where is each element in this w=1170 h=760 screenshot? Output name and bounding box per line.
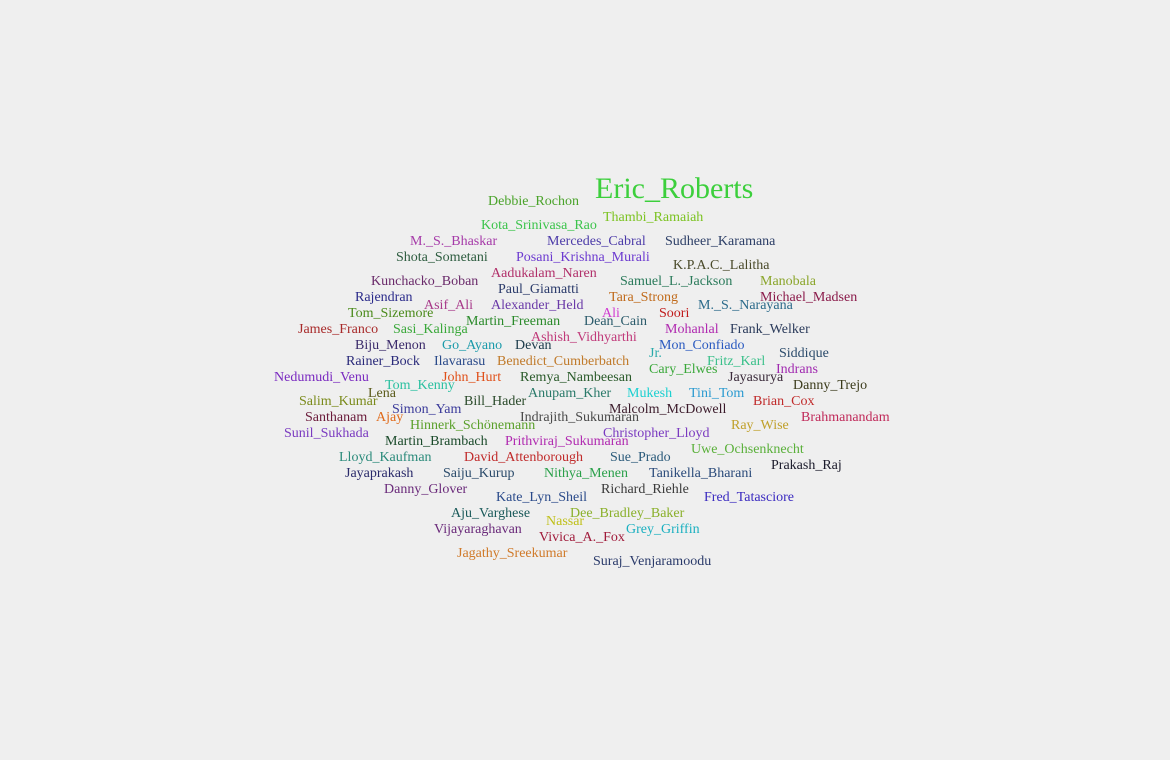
word-tom-kenny: Tom_Kenny bbox=[385, 377, 455, 393]
word-aadukalam-naren: Aadukalam_Naren bbox=[491, 265, 597, 281]
word-dee-bradley-baker: Dee_Bradley_Baker bbox=[570, 505, 685, 521]
word-mohanlal: Mohanlal bbox=[665, 321, 719, 337]
word-salim-kumar: Salim_Kumar bbox=[299, 393, 378, 409]
word-debbie-rochon: Debbie_Rochon bbox=[488, 193, 579, 209]
word-jagathy-sreekumar: Jagathy_Sreekumar bbox=[457, 545, 568, 561]
word-jayaprakash: Jayaprakash bbox=[345, 465, 414, 481]
word-ajay: Ajay bbox=[376, 409, 404, 425]
word-indrajith-sukumaran: Indrajith_Sukumaran bbox=[520, 409, 639, 425]
word-samuel-l-jackson: Samuel_L._Jackson bbox=[620, 273, 733, 289]
word-indrans: Indrans bbox=[776, 361, 818, 377]
word-cary-elwes: Cary_Elwes bbox=[649, 361, 718, 377]
word-sue-prado: Sue_Prado bbox=[610, 449, 671, 465]
word-aju-varghese: Aju_Varghese bbox=[451, 505, 531, 521]
word-jayasurya: Jayasurya bbox=[728, 369, 784, 385]
word-kate-lyn-sheil: Kate_Lyn_Sheil bbox=[496, 489, 587, 505]
word-michael-madsen: Michael_Madsen bbox=[760, 289, 858, 305]
word-go-ayano: Go_Ayano bbox=[442, 337, 503, 353]
word-ashish-vidhyarthi: Ashish_Vidhyarthi bbox=[531, 329, 637, 345]
word-hinnerk-sch-nemann: Hinnerk_Schönemann bbox=[410, 417, 536, 433]
word-tanikella-bharani: Tanikella_Bharani bbox=[649, 465, 753, 481]
word-k-p-a-c-lalitha: K.P.A.C._Lalitha bbox=[673, 257, 770, 273]
word-eric-roberts: Eric_Roberts bbox=[595, 172, 754, 205]
word-soori: Soori bbox=[659, 305, 690, 321]
word-siddique: Siddique bbox=[779, 345, 829, 361]
word-manobala: Manobala bbox=[760, 273, 816, 289]
word-remya-nambeesan: Remya_Nambeesan bbox=[520, 369, 632, 385]
word-nedumudi-venu: Nedumudi_Venu bbox=[274, 369, 369, 385]
word-sasi-kalinga: Sasi_Kalinga bbox=[393, 321, 468, 337]
word-dean-cain: Dean_Cain bbox=[584, 313, 647, 329]
word-kunchacko-boban: Kunchacko_Boban bbox=[371, 273, 479, 289]
word-shota-sometani: Shota_Sometani bbox=[396, 249, 488, 265]
word-lloyd-kaufman: Lloyd_Kaufman bbox=[339, 449, 432, 465]
word-posani-krishna-murali: Posani_Krishna_Murali bbox=[516, 249, 650, 265]
word-brahmanandam: Brahmanandam bbox=[801, 409, 890, 425]
word-devan: Devan bbox=[515, 337, 552, 353]
word-malcolm-mcdowell: Malcolm_McDowell bbox=[609, 401, 727, 417]
word-prakash-raj: Prakash_Raj bbox=[771, 457, 842, 473]
word-james-franco: James_Franco bbox=[298, 321, 379, 337]
word-santhanam: Santhanam bbox=[305, 409, 368, 425]
word-lena: Lena bbox=[368, 385, 396, 401]
word-john-hurt: John_Hurt bbox=[442, 369, 502, 385]
word-fred-tatasciore: Fred_Tatasciore bbox=[704, 489, 794, 505]
word-nassar: Nassar bbox=[546, 513, 585, 529]
word-tara-strong: Tara_Strong bbox=[609, 289, 679, 305]
word-grey-griffin: Grey_Griffin bbox=[626, 521, 700, 537]
word-ali: Ali bbox=[602, 305, 620, 321]
word-rainer-bock: Rainer_Bock bbox=[346, 353, 420, 369]
word-thambi-ramaiah: Thambi_Ramaiah bbox=[603, 209, 704, 225]
word-martin-freeman: Martin_Freeman bbox=[466, 313, 561, 329]
word-tom-sizemore: Tom_Sizemore bbox=[348, 305, 434, 321]
word-jr: Jr. bbox=[649, 345, 662, 361]
word-sunil-sukhada: Sunil_Sukhada bbox=[284, 425, 369, 441]
word-anupam-kher: Anupam_Kher bbox=[528, 385, 612, 401]
word-saiju-kurup: Saiju_Kurup bbox=[443, 465, 515, 481]
word-prithviraj-sukumaran: Prithviraj_Sukumaran bbox=[505, 433, 629, 449]
word-alexander-held: Alexander_Held bbox=[491, 297, 584, 313]
word-christopher-lloyd: Christopher_Lloyd bbox=[603, 425, 710, 441]
word-fritz-karl: Fritz_Karl bbox=[707, 353, 766, 369]
word-frank-welker: Frank_Welker bbox=[730, 321, 810, 337]
word-mon-confiado: Mon_Confiado bbox=[659, 337, 745, 353]
word-simon-yam: Simon_Yam bbox=[392, 401, 462, 417]
word-nithya-menen: Nithya_Menen bbox=[544, 465, 628, 481]
word-vijayaraghavan: Vijayaraghavan bbox=[434, 521, 522, 537]
word-biju-menon: Biju_Menon bbox=[355, 337, 426, 353]
word-danny-glover: Danny_Glover bbox=[384, 481, 468, 497]
word-suraj-venjaramoodu: Suraj_Venjaramoodu bbox=[593, 553, 712, 569]
word-sudheer-karamana: Sudheer_Karamana bbox=[665, 233, 776, 249]
word-brian-cox: Brian_Cox bbox=[753, 393, 815, 409]
word-kota-srinivasa-rao: Kota_Srinivasa_Rao bbox=[481, 217, 597, 233]
word-ilavarasu: Ilavarasu bbox=[434, 353, 486, 369]
word-asif-ali: Asif_Ali bbox=[424, 297, 473, 313]
word-tini-tom: Tini_Tom bbox=[689, 385, 745, 401]
word-benedict-cumberbatch: Benedict_Cumberbatch bbox=[497, 353, 630, 369]
word-danny-trejo: Danny_Trejo bbox=[793, 377, 868, 393]
word-david-attenborough: David_Attenborough bbox=[464, 449, 583, 465]
word-martin-brambach: Martin_Brambach bbox=[385, 433, 488, 449]
word-ray-wise: Ray_Wise bbox=[731, 417, 789, 433]
word-mercedes-cabral: Mercedes_Cabral bbox=[547, 233, 646, 249]
word-bill-hader: Bill_Hader bbox=[464, 393, 527, 409]
word-vivica-a-fox: Vivica_A._Fox bbox=[539, 529, 625, 545]
word-uwe-ochsenknecht: Uwe_Ochsenknecht bbox=[691, 441, 804, 457]
word-richard-riehle: Richard_Riehle bbox=[601, 481, 689, 497]
word-m-s-narayana: M._S._Narayana bbox=[698, 297, 793, 313]
word-mukesh: Mukesh bbox=[627, 385, 673, 401]
word-m-s-bhaskar: M._S._Bhaskar bbox=[410, 233, 498, 249]
word-rajendran: Rajendran bbox=[355, 289, 413, 305]
word-paul-giamatti: Paul_Giamatti bbox=[498, 281, 579, 297]
